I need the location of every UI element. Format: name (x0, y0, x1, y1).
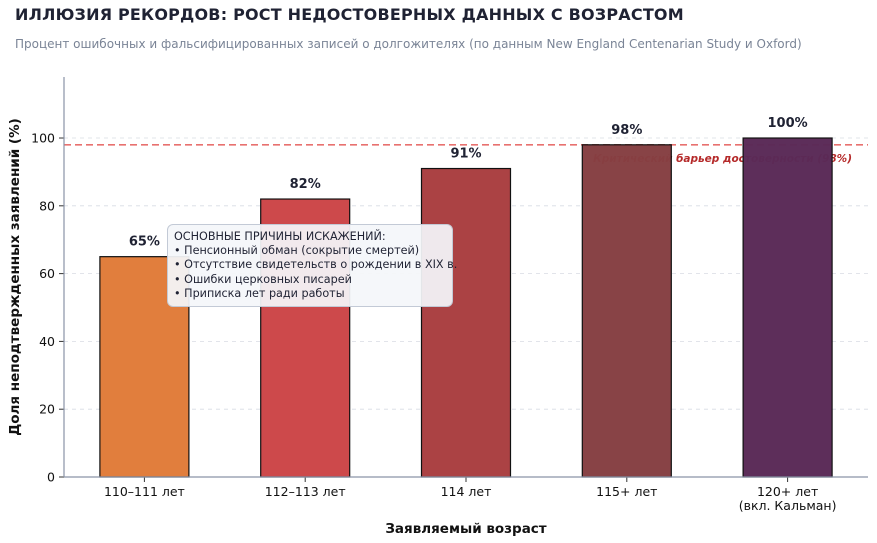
x-tick-label: 120+ лет (757, 484, 818, 499)
x-tick-label: 112–113 лет (265, 484, 346, 499)
axes: 0 20 40 60 80 100 110–111 лет 112–113 лет 114 ле… (31, 77, 868, 513)
y-tick-label: 60 (39, 266, 55, 281)
bars (99, 137, 833, 478)
bar-3 (420, 167, 512, 478)
data-label: 82% (290, 177, 321, 192)
data-label: 98% (611, 123, 642, 138)
data-labels: 65% 82% 91% 98% 100% (129, 116, 808, 250)
y-tick-label: 0 (47, 470, 55, 485)
data-label: 91% (450, 147, 481, 162)
bar-5 (742, 137, 833, 478)
y-tick-label: 100 (31, 131, 55, 146)
annotation-item: • Отсутствие свидетельств о рождении в X… (174, 258, 458, 272)
annotation-heading: ОСНОВНЫЕ ПРИЧИНЫ ИСКАЖЕНИЙ: (174, 230, 386, 243)
annotation-item: • Приписка лет ради работы (174, 286, 345, 300)
annotation-item: • Пенсионный обман (сокрытие смертей) (174, 244, 420, 258)
data-label: 65% (129, 235, 160, 250)
x-axis-title: Заявляемый возраст (385, 521, 546, 537)
x-tick-label: 110–111 лет (104, 484, 185, 499)
x-tick-label: 115+ лет (596, 484, 657, 499)
data-label: 100% (768, 116, 808, 131)
x-tick-label: 114 лет (441, 484, 492, 499)
chart-title: ИЛЛЮЗИЯ РЕКОРДОВ: РОСТ НЕДОСТОВЕРНЫХ ДАН… (15, 5, 684, 24)
y-tick-label: 40 (39, 334, 55, 349)
y-tick-label: 80 (39, 198, 55, 213)
bar-4 (581, 144, 672, 478)
annotation-item: • Ошибки церковных писарей (174, 272, 352, 286)
x-tick-label: (вкл. Кальман) (739, 498, 837, 513)
annotation-box: ОСНОВНЫЕ ПРИЧИНЫ ИСКАЖЕНИЙ: • Пенсионный… (167, 224, 458, 308)
chart-subtitle: Процент ошибочных и фальсифицированных з… (15, 37, 802, 51)
y-tick-label: 20 (39, 402, 55, 417)
y-axis-title: Доля неподтвержденных заявлений (%) (7, 118, 23, 436)
